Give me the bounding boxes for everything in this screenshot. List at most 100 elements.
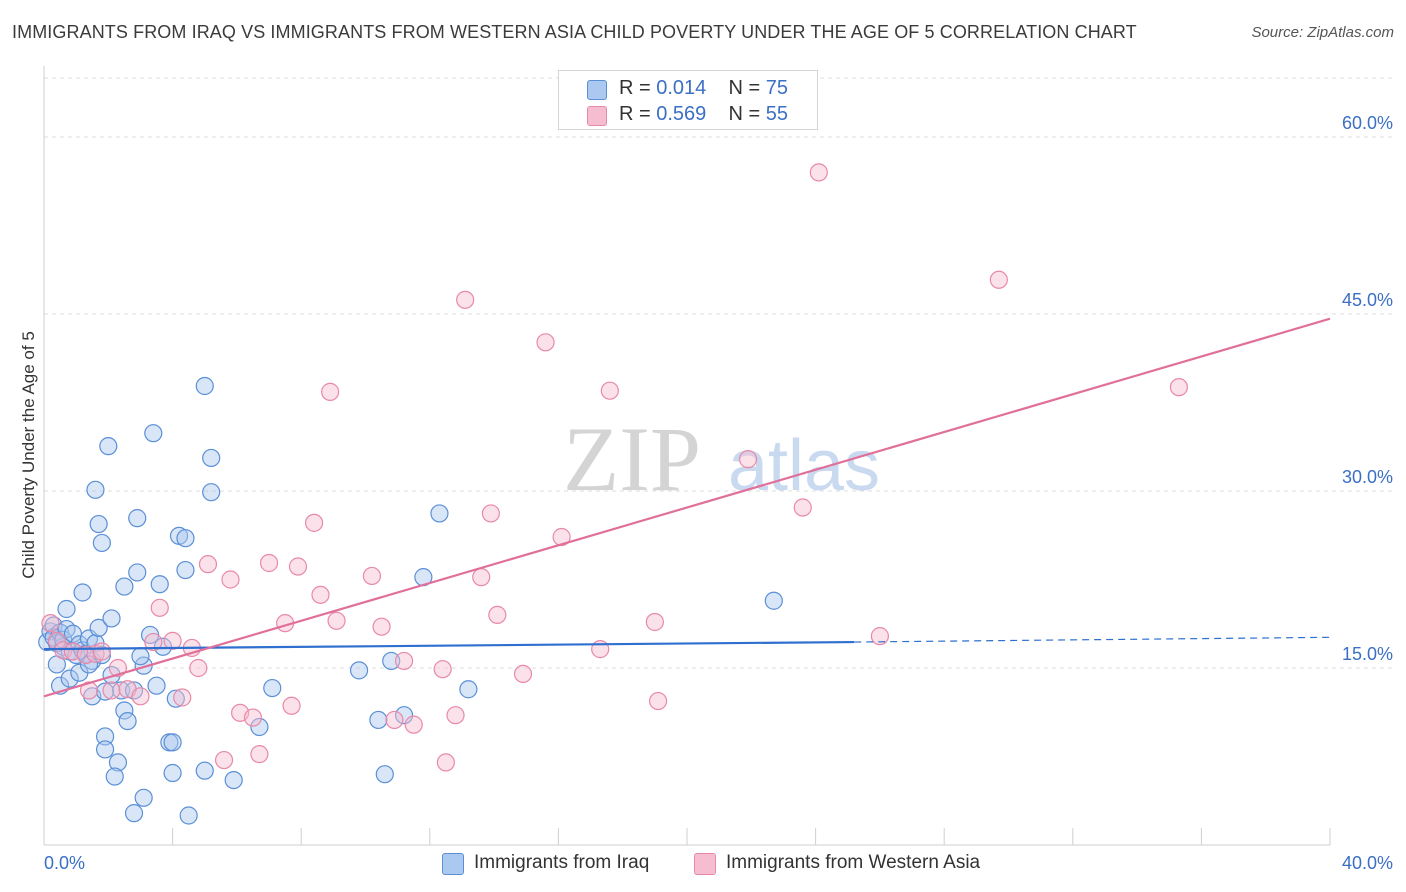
point-iraq bbox=[115, 577, 134, 596]
point-iraq bbox=[349, 661, 369, 680]
point-wasia bbox=[645, 612, 664, 632]
point-wasia bbox=[221, 570, 240, 589]
point-wasia bbox=[989, 270, 1008, 289]
point-wasia bbox=[304, 513, 324, 532]
y-tick-label: 45.0% bbox=[1342, 290, 1393, 310]
point-wasia bbox=[79, 681, 99, 700]
source-label: Source: ZipAtlas.com bbox=[1251, 24, 1394, 41]
point-wasia bbox=[92, 642, 111, 661]
point-iraq bbox=[95, 727, 115, 746]
point-wasia bbox=[433, 660, 452, 679]
trend-line-iraq bbox=[43, 640, 855, 651]
point-wasia bbox=[189, 658, 208, 678]
point-wasia bbox=[250, 745, 269, 764]
bottom-legend-swatch-iraq bbox=[442, 853, 464, 875]
trend-lines bbox=[43, 317, 1331, 698]
point-iraq bbox=[459, 680, 478, 699]
chart-title: IMMIGRANTS FROM IRAQ VS IMMIGRANTS FROM … bbox=[12, 22, 1137, 42]
point-iraq bbox=[179, 806, 198, 825]
point-iraq bbox=[176, 529, 195, 548]
point-iraq bbox=[105, 767, 124, 786]
series-iraq-points bbox=[38, 376, 783, 825]
point-iraq bbox=[86, 480, 105, 499]
legend-text-wasia: R = 0.569 N = 55 bbox=[619, 103, 789, 125]
point-iraq bbox=[430, 504, 449, 523]
y-tick-label: 60.0% bbox=[1342, 113, 1393, 133]
point-wasia bbox=[552, 527, 571, 547]
point-iraq bbox=[92, 533, 111, 553]
point-iraq bbox=[150, 575, 169, 594]
point-wasia bbox=[150, 598, 169, 617]
point-wasia bbox=[259, 553, 279, 573]
point-iraq bbox=[176, 560, 195, 580]
legend-r-value-iraq: 0.014 bbox=[656, 77, 707, 99]
trend-line-iraq-dashed bbox=[854, 636, 1331, 643]
point-iraq bbox=[115, 701, 134, 720]
bottom-legend-label-iraq: Immigrants from Iraq bbox=[474, 852, 650, 873]
series-wasia-points bbox=[41, 163, 1188, 772]
point-iraq bbox=[118, 711, 137, 731]
point-wasia bbox=[600, 381, 619, 400]
point-wasia bbox=[394, 651, 414, 671]
point-wasia bbox=[1169, 378, 1188, 397]
x-tick-label-max: 40.0% bbox=[1342, 853, 1393, 873]
bottom-legend-label-wasia: Immigrants from Western Asia bbox=[726, 852, 981, 873]
point-iraq bbox=[128, 563, 147, 582]
point-iraq bbox=[124, 804, 144, 823]
point-wasia bbox=[385, 710, 404, 730]
point-wasia bbox=[793, 498, 812, 517]
point-wasia bbox=[372, 617, 391, 636]
point-wasia bbox=[243, 708, 263, 727]
legend-text-iraq: R = 0.014 N = 75 bbox=[619, 77, 789, 99]
legend-n-value-iraq: 75 bbox=[765, 77, 789, 99]
point-iraq bbox=[57, 599, 76, 619]
point-iraq bbox=[202, 448, 221, 468]
point-wasia bbox=[198, 555, 218, 574]
y-tick-label: 15.0% bbox=[1342, 644, 1393, 664]
point-wasia bbox=[214, 750, 234, 770]
trend-line-wasia bbox=[43, 317, 1331, 698]
point-wasia bbox=[446, 706, 465, 725]
point-iraq bbox=[166, 689, 185, 708]
point-wasia bbox=[288, 557, 308, 576]
point-iraq bbox=[73, 583, 92, 602]
point-iraq bbox=[163, 763, 182, 783]
point-iraq bbox=[128, 509, 147, 528]
point-iraq bbox=[195, 761, 214, 780]
point-wasia bbox=[809, 163, 828, 182]
point-wasia bbox=[362, 566, 382, 586]
point-wasia bbox=[481, 504, 500, 523]
point-iraq bbox=[195, 376, 214, 396]
point-wasia bbox=[321, 382, 340, 401]
point-wasia bbox=[102, 681, 121, 700]
point-wasia bbox=[144, 632, 163, 652]
watermark: ZIP atlas bbox=[563, 408, 880, 510]
point-wasia bbox=[131, 687, 150, 706]
watermark-zip: ZIP bbox=[563, 408, 701, 510]
point-iraq bbox=[108, 753, 128, 772]
point-iraq bbox=[369, 710, 388, 730]
point-iraq bbox=[153, 637, 173, 656]
point-wasia bbox=[404, 715, 423, 734]
point-wasia bbox=[472, 568, 491, 587]
point-iraq bbox=[112, 681, 131, 700]
point-iraq bbox=[147, 676, 166, 695]
point-iraq bbox=[263, 678, 282, 698]
point-iraq bbox=[95, 682, 115, 701]
point-wasia bbox=[536, 333, 555, 352]
point-wasia bbox=[738, 450, 758, 469]
point-iraq bbox=[202, 483, 221, 502]
point-iraq bbox=[89, 618, 108, 637]
point-iraq bbox=[131, 647, 150, 666]
legend-n-value-wasia: 55 bbox=[765, 103, 789, 125]
legend-swatch-wasia bbox=[587, 106, 607, 126]
legend-r-value-wasia: 0.569 bbox=[656, 103, 707, 125]
grid-lines bbox=[44, 77, 1395, 669]
point-iraq bbox=[394, 706, 414, 725]
point-wasia bbox=[488, 605, 507, 625]
point-iraq bbox=[102, 609, 121, 628]
point-wasia bbox=[54, 641, 73, 660]
point-iraq bbox=[382, 651, 401, 671]
point-wasia bbox=[870, 627, 890, 646]
legend-swatch-iraq bbox=[587, 80, 607, 100]
